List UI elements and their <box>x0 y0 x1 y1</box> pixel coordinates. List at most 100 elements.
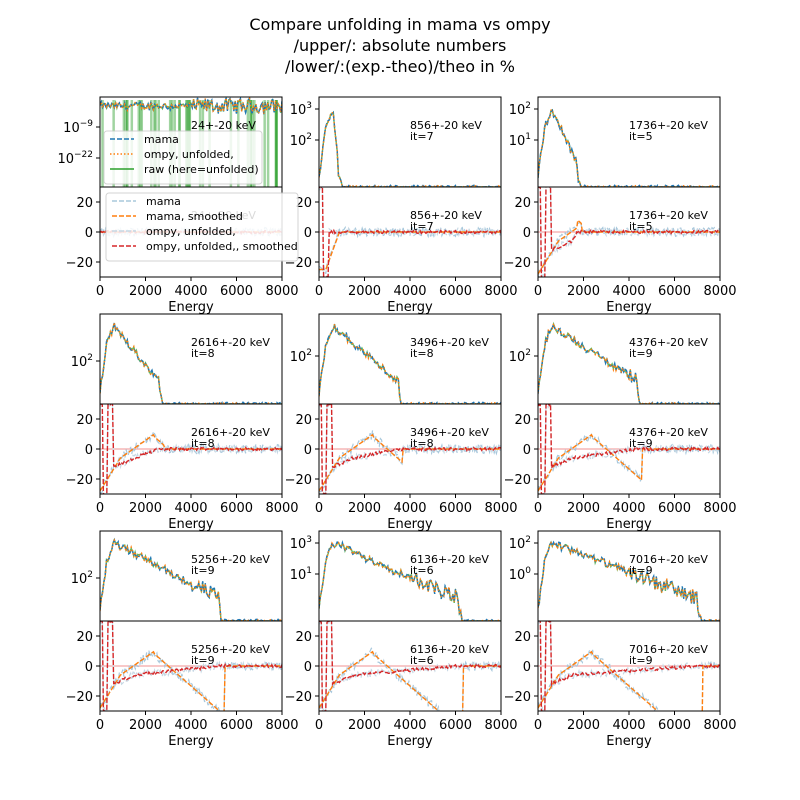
xlabel-8: Energy <box>606 734 652 749</box>
upper-energy-label-5: 4376+-20 keV <box>629 336 708 349</box>
upper-energy-label-0: 24+-20 keV <box>191 119 256 132</box>
xtick-label-7-4: 8000 <box>484 718 517 733</box>
xtick-label-4-2: 4000 <box>393 501 426 516</box>
lower-ytick-label-2-2: 20 <box>514 196 531 211</box>
upper-energy-label-7: 6136+-20 keV <box>410 553 489 566</box>
upper-plot-6 <box>100 537 282 621</box>
xtick-label-7-1: 2000 <box>348 718 381 733</box>
lower-ytick-label-6-0: −20 <box>66 690 93 705</box>
lower-legend-label-2: ompy, unfolded, <box>146 225 236 238</box>
lower-energy-label-2: 1736+-20 keV <box>629 209 708 222</box>
xtick-label-2-2: 4000 <box>612 284 645 299</box>
lower-mama-smoothed-7 <box>319 650 501 711</box>
xtick-label-3-0: 0 <box>96 501 104 516</box>
upper-ytick-label-7-1: 101 <box>290 566 312 583</box>
title-line-2: /upper/: absolute numbers <box>294 36 507 55</box>
xtick-label-6-2: 4000 <box>174 718 207 733</box>
raw-bar-0-17 <box>275 100 278 187</box>
upper-legend: mama ompy, unfolded, raw (here=unfolded) <box>103 130 263 185</box>
upper-energy-label-8: 7016+-20 keV <box>629 553 708 566</box>
lower-plot-4 <box>319 404 501 494</box>
xtick-label-6-3: 6000 <box>220 718 253 733</box>
xtick-label-1-4: 8000 <box>484 284 517 299</box>
xlabel-6: Energy <box>168 734 214 749</box>
ompy-line-4 <box>319 324 501 404</box>
lower-plot-1 <box>319 187 501 277</box>
lower-ompy-7 <box>319 621 501 711</box>
upper-energy-label-2: 1736+-20 keV <box>629 119 708 132</box>
xtick-label-8-3: 6000 <box>658 718 691 733</box>
upper-it-label-8: it=9 <box>629 564 653 577</box>
lower-mama-smoothed-8 <box>538 650 720 711</box>
upper-ytick-label-1-1: 102 <box>290 132 312 149</box>
xtick-label-0-1: 2000 <box>129 284 162 299</box>
lower-it-label-2: it=5 <box>629 220 653 233</box>
xtick-label-8-1: 2000 <box>567 718 600 733</box>
lower-ytick-label-0-1: 0 <box>85 226 93 241</box>
xtick-label-0-3: 6000 <box>220 284 253 299</box>
raw-line-4 <box>319 324 501 404</box>
lower-energy-label-3: 2616+-20 keV <box>191 426 270 439</box>
xtick-label-6-0: 0 <box>96 718 104 733</box>
lower-ytick-label-2-0: −20 <box>504 256 531 271</box>
ompy-line-6 <box>100 538 282 621</box>
xtick-label-8-4: 8000 <box>703 718 736 733</box>
ompy-line-8 <box>538 541 720 621</box>
lower-ytick-label-6-2: 20 <box>76 630 93 645</box>
lower-ytick-label-8-0: −20 <box>504 690 531 705</box>
xtick-label-4-0: 0 <box>315 501 323 516</box>
upper-ytick-label-1-0: 103 <box>290 101 312 118</box>
upper-energy-label-1: 856+-20 keV <box>410 119 482 132</box>
xtick-label-5-1: 2000 <box>567 501 600 516</box>
upper-ytick-label-2-1: 101 <box>509 132 531 149</box>
xtick-label-2-3: 6000 <box>658 284 691 299</box>
upper-it-label-7: it=6 <box>410 564 434 577</box>
lower-ytick-label-0-0: −20 <box>66 256 93 271</box>
lower-ytick-label-1-1: 0 <box>304 226 312 241</box>
xtick-label-0-0: 0 <box>96 284 104 299</box>
lower-energy-label-7: 6136+-20 keV <box>410 643 489 656</box>
xtick-label-2-4: 8000 <box>703 284 736 299</box>
lower-energy-label-6: 5256+-20 keV <box>191 643 270 656</box>
xlabel-4: Energy <box>387 517 433 532</box>
lower-ytick-label-7-1: 0 <box>304 660 312 675</box>
xtick-label-4-1: 2000 <box>348 501 381 516</box>
xtick-label-2-1: 2000 <box>567 284 600 299</box>
xlabel-5: Energy <box>606 517 652 532</box>
lower-ompy-smoothed-7 <box>319 621 501 711</box>
xtick-label-3-1: 2000 <box>129 501 162 516</box>
ompy-line-7 <box>319 541 501 621</box>
lower-legend-label-3: ompy, unfolded,, smoothed <box>146 240 298 253</box>
lower-plot-8 <box>538 621 720 711</box>
xtick-label-6-1: 2000 <box>129 718 162 733</box>
xtick-label-7-2: 4000 <box>393 718 426 733</box>
lower-it-label-6: it=9 <box>191 654 215 667</box>
upper-ytick-label-2-0: 102 <box>509 101 531 118</box>
upper-legend-label-1: ompy, unfolded, <box>144 148 234 161</box>
upper-ytick-label-0-1: 10−22 <box>57 150 93 167</box>
raw-bar-0-30 <box>101 100 104 187</box>
upper-ytick-label-0-0: 10−9 <box>63 119 93 136</box>
lower-plot-3 <box>100 404 282 494</box>
xtick-label-3-2: 4000 <box>174 501 207 516</box>
xtick-label-8-2: 4000 <box>612 718 645 733</box>
lower-energy-label-5: 4376+-20 keV <box>629 426 708 439</box>
lower-ytick-label-5-1: 0 <box>523 443 531 458</box>
lower-mama-smoothed-1 <box>319 231 501 271</box>
mama-line-7 <box>319 540 501 621</box>
xtick-label-3-4: 8000 <box>265 501 298 516</box>
xlabel-1: Energy <box>387 300 433 315</box>
raw-bar-0-16 <box>275 100 278 187</box>
lower-energy-label-8: 7016+-20 keV <box>629 643 708 656</box>
xtick-label-0-4: 8000 <box>265 284 298 299</box>
lower-ytick-label-2-1: 0 <box>523 226 531 241</box>
lower-plot-5 <box>538 404 720 494</box>
raw-bar-0-35 <box>274 100 278 187</box>
upper-legend-label-2: raw (here=unfolded) <box>144 163 259 176</box>
raw-bar-0-33 <box>263 100 266 187</box>
